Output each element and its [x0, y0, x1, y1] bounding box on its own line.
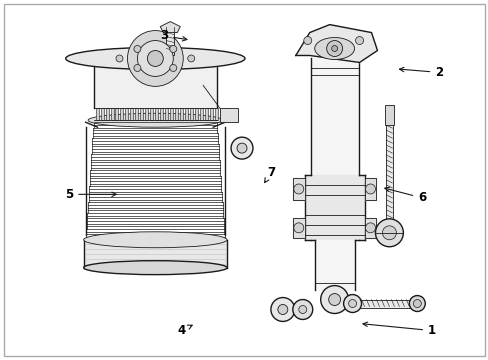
Bar: [165, 108, 168, 120]
Bar: [166, 31, 174, 55]
Bar: [386, 123, 393, 235]
Polygon shape: [364, 218, 376, 238]
Bar: [130, 108, 133, 120]
Circle shape: [293, 184, 303, 194]
Text: 3: 3: [160, 29, 186, 42]
Text: 7: 7: [264, 166, 275, 183]
Bar: [135, 108, 138, 120]
Circle shape: [230, 137, 252, 159]
Circle shape: [127, 31, 183, 86]
Polygon shape: [295, 24, 377, 62]
Bar: [140, 108, 143, 120]
Circle shape: [303, 37, 311, 45]
Circle shape: [365, 223, 375, 233]
Bar: [220, 108, 238, 122]
Circle shape: [187, 55, 194, 62]
Bar: [385, 105, 394, 125]
Ellipse shape: [83, 232, 226, 248]
Circle shape: [355, 37, 363, 45]
Circle shape: [169, 64, 176, 71]
Circle shape: [292, 300, 312, 319]
Bar: [210, 108, 213, 120]
Circle shape: [412, 300, 421, 307]
Bar: [155, 108, 158, 120]
Circle shape: [293, 223, 303, 233]
Circle shape: [375, 219, 403, 247]
Bar: [195, 108, 198, 120]
Ellipse shape: [88, 113, 222, 127]
Circle shape: [270, 298, 294, 321]
Circle shape: [326, 41, 342, 57]
Polygon shape: [292, 218, 304, 238]
Circle shape: [408, 296, 425, 311]
Circle shape: [320, 285, 348, 314]
Bar: [354, 300, 413, 307]
Bar: [180, 108, 183, 120]
Circle shape: [328, 293, 340, 306]
Bar: [150, 108, 153, 120]
Bar: [145, 108, 148, 120]
Polygon shape: [292, 178, 304, 200]
Circle shape: [298, 306, 306, 314]
Text: 2: 2: [399, 66, 443, 79]
Circle shape: [134, 64, 141, 71]
Bar: [200, 108, 203, 120]
Bar: [215, 108, 218, 120]
Bar: [160, 108, 163, 120]
Bar: [170, 108, 173, 120]
Circle shape: [382, 226, 396, 240]
Bar: [115, 108, 118, 120]
Polygon shape: [364, 178, 376, 200]
Bar: [95, 108, 99, 120]
Ellipse shape: [314, 37, 354, 59]
Circle shape: [343, 294, 361, 312]
Text: 6: 6: [384, 187, 426, 204]
Text: 1: 1: [362, 322, 435, 337]
Bar: [175, 108, 178, 120]
Bar: [205, 108, 208, 120]
Circle shape: [348, 300, 356, 307]
Bar: [101, 108, 103, 120]
Circle shape: [134, 45, 141, 53]
Circle shape: [331, 45, 337, 51]
Circle shape: [137, 41, 173, 76]
Bar: [105, 108, 108, 120]
Circle shape: [169, 45, 176, 53]
Text: 4: 4: [177, 324, 192, 337]
Bar: [190, 108, 193, 120]
Circle shape: [147, 50, 163, 67]
Ellipse shape: [83, 261, 226, 275]
Bar: [120, 108, 123, 120]
Text: 5: 5: [65, 188, 116, 201]
Circle shape: [365, 184, 375, 194]
Bar: [110, 108, 113, 120]
Circle shape: [277, 305, 287, 315]
Ellipse shape: [65, 48, 244, 69]
Bar: [185, 108, 188, 120]
Circle shape: [237, 143, 246, 153]
Circle shape: [116, 55, 122, 62]
Bar: [125, 108, 128, 120]
Polygon shape: [160, 22, 180, 32]
